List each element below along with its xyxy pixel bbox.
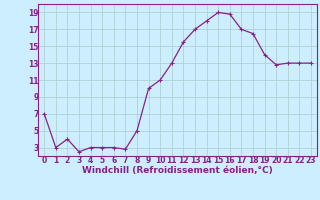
X-axis label: Windchill (Refroidissement éolien,°C): Windchill (Refroidissement éolien,°C): [82, 166, 273, 175]
